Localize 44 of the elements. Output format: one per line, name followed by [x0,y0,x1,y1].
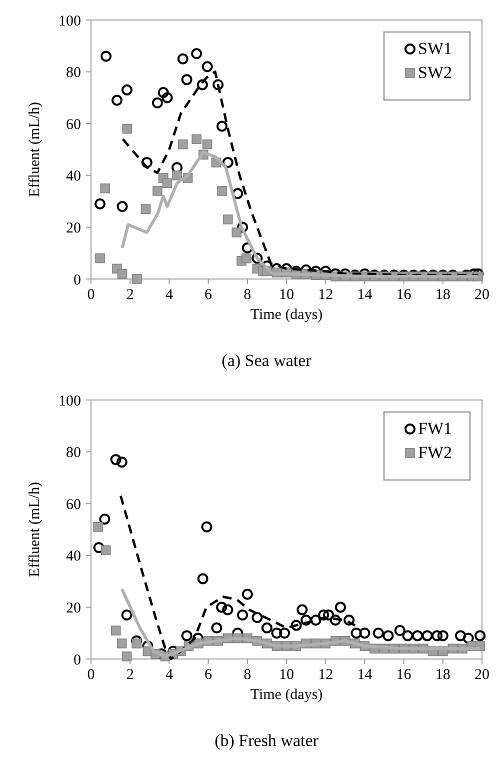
x-tick-label: 18 [435,667,450,683]
y-tick-label: 20 [66,600,81,616]
y-tick-label: 80 [66,65,81,82]
y-tick-label: 100 [58,393,81,410]
x-tick-label: 12 [318,287,334,303]
y-tick-label: 0 [74,272,81,288]
y-tick-label: 100 [58,13,81,30]
x-tick-label: 20 [474,667,490,683]
x-axis-title: Time (days) [250,307,323,323]
x-tick-label: 6 [204,667,213,683]
x-tick-label: 10 [279,667,294,683]
y-tick-label: 60 [66,116,81,133]
x-tick-label: 16 [396,287,412,303]
x-tick-label: 14 [357,287,373,303]
x-tick-label: 6 [204,287,213,303]
y-tick-label: 40 [66,168,81,185]
x-tick-label: 0 [87,287,95,303]
y-axis-title: Effluent (mL/h) [27,102,43,198]
x-tick-label: 4 [165,667,174,683]
y-tick-label: 40 [66,548,81,565]
x-tick-label: 18 [435,287,450,303]
x-tick-label: 12 [318,667,334,683]
x-tick-label: 2 [126,287,134,303]
x-tick-label: 20 [474,287,490,303]
legend-label: FW2 [418,443,452,462]
text: (b) Fresh water [214,731,319,750]
x-tick-label: 8 [244,667,252,683]
text: (a) Sea water [222,351,312,370]
x-tick-label: 10 [279,287,294,303]
legend-label: SW2 [418,63,452,82]
legend-label: SW1 [418,39,452,58]
x-tick-label: 0 [87,667,95,683]
x-tick-label: 14 [357,667,373,683]
x-tick-label: 4 [165,287,174,303]
y-tick-label: 0 [74,652,81,668]
x-tick-label: 8 [244,287,252,303]
y-tick-label: 60 [66,496,81,513]
y-tick-label: 80 [66,445,81,462]
x-tick-label: 16 [396,667,412,683]
x-axis-title: Time (days) [250,687,323,703]
legend-label: FW1 [418,419,452,438]
y-axis-title: Effluent (mL/h) [27,482,43,578]
y-tick-label: 20 [66,220,81,236]
x-tick-label: 2 [126,667,134,683]
